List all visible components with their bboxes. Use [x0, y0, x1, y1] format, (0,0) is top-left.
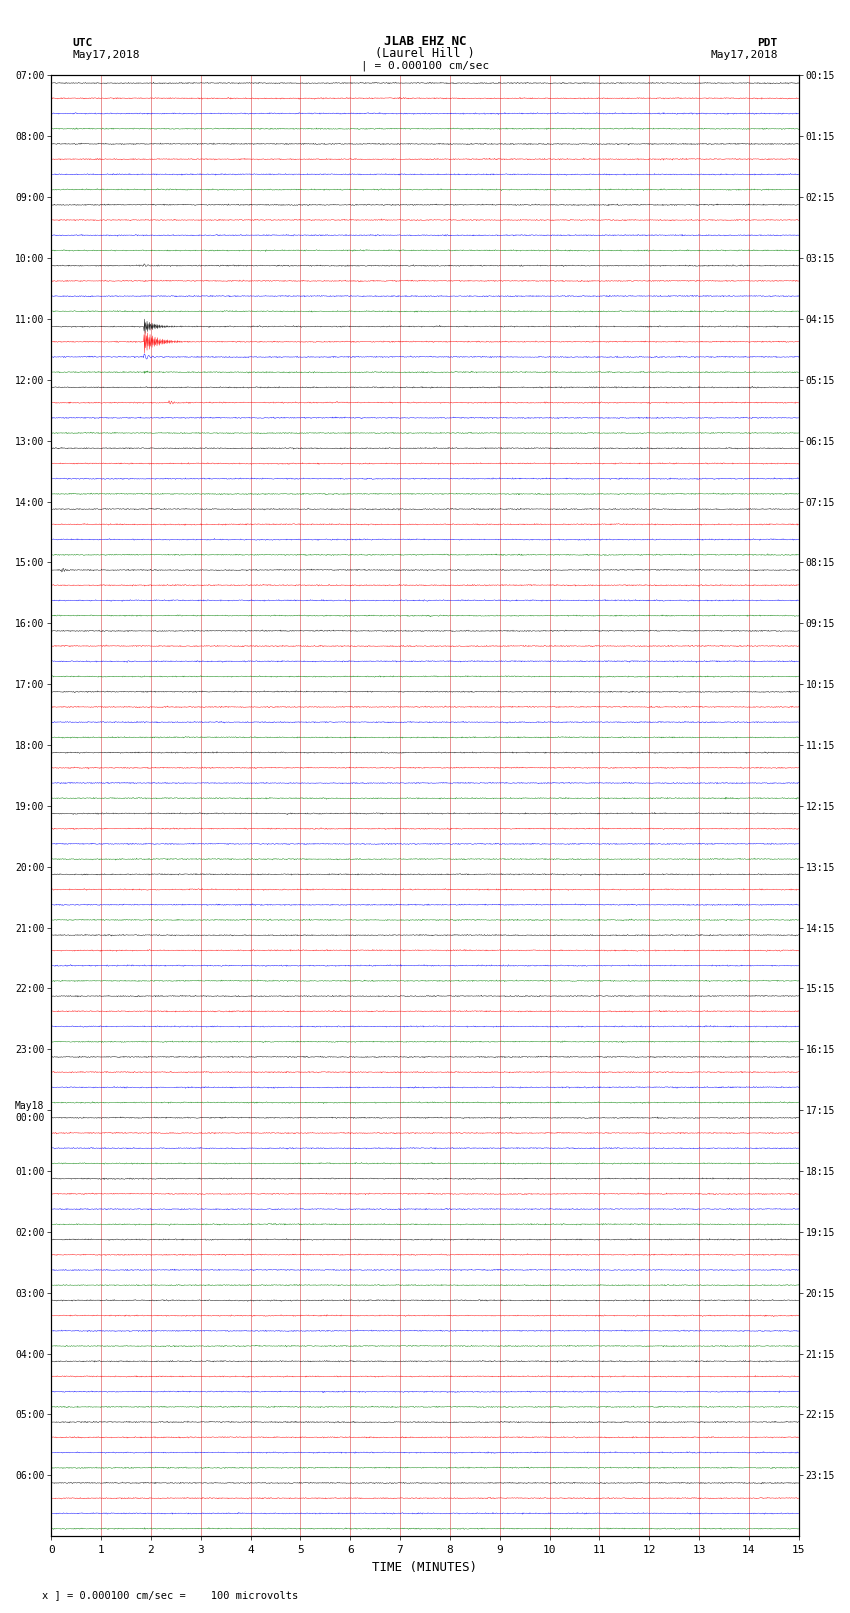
Text: JLAB EHZ NC: JLAB EHZ NC — [383, 35, 467, 48]
Text: (Laurel Hill ): (Laurel Hill ) — [375, 47, 475, 60]
Text: x ] = 0.000100 cm/sec =    100 microvolts: x ] = 0.000100 cm/sec = 100 microvolts — [42, 1590, 298, 1600]
X-axis label: TIME (MINUTES): TIME (MINUTES) — [372, 1561, 478, 1574]
Text: | = 0.000100 cm/sec: | = 0.000100 cm/sec — [361, 60, 489, 71]
Text: PDT: PDT — [757, 39, 778, 48]
Text: May17,2018: May17,2018 — [711, 50, 778, 60]
Text: UTC: UTC — [72, 39, 93, 48]
Text: May17,2018: May17,2018 — [72, 50, 139, 60]
